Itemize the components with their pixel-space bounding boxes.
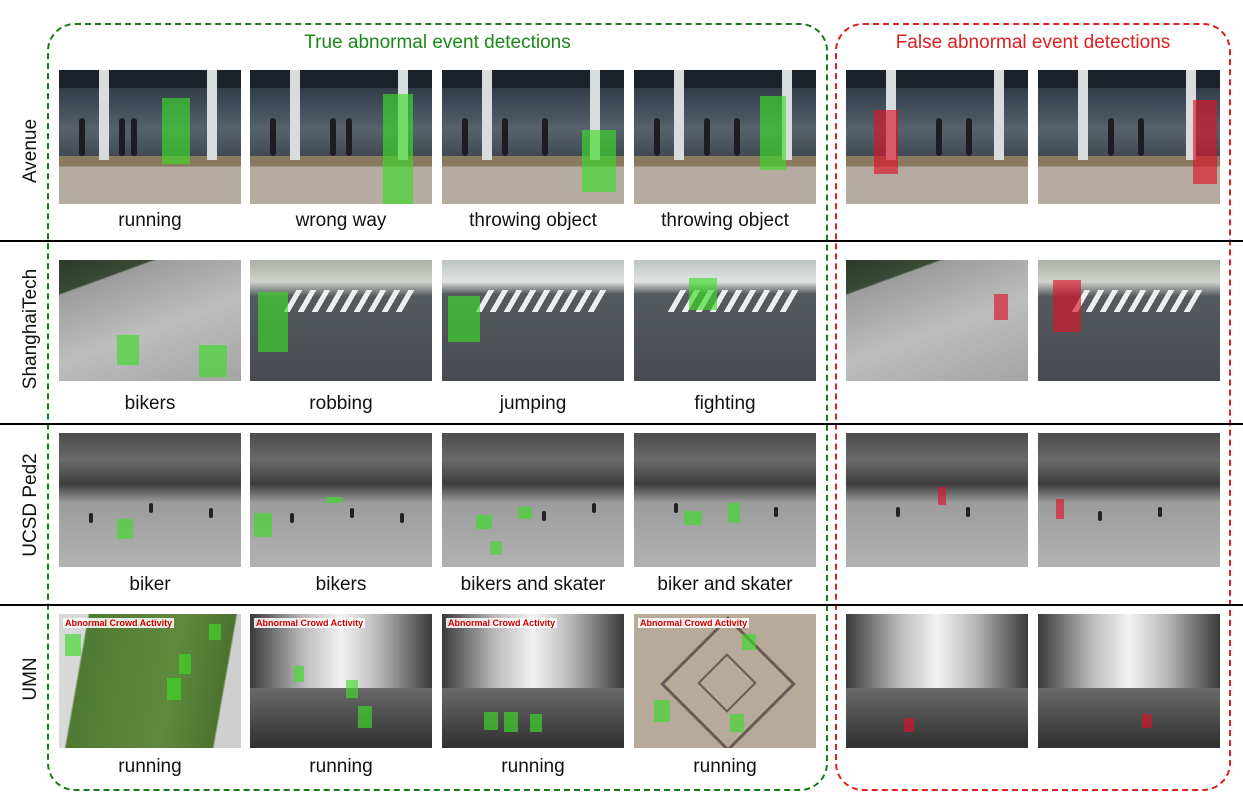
row-label-avenue: Avenue bbox=[20, 118, 41, 184]
ped2-frame-2 bbox=[250, 433, 432, 567]
caption: jumping bbox=[499, 393, 567, 414]
avenue-frame-4 bbox=[634, 70, 816, 204]
detection-box bbox=[162, 98, 190, 164]
shanghaitech-frame-2 bbox=[250, 260, 432, 381]
detection-box bbox=[994, 294, 1008, 320]
detection-box bbox=[742, 634, 756, 650]
umn-frame-2: Abnormal Crowd Activity bbox=[250, 614, 432, 748]
abnormal-crowd-activity-label: Abnormal Crowd Activity bbox=[638, 618, 750, 628]
abnormal-crowd-activity-label: Abnormal Crowd Activity bbox=[254, 618, 366, 628]
ped2-frame-3 bbox=[442, 433, 624, 567]
detection-box bbox=[484, 712, 498, 730]
detection-box bbox=[167, 678, 181, 700]
caption: robbing bbox=[309, 393, 373, 414]
detection-box bbox=[209, 624, 221, 640]
umn-frame-4: Abnormal Crowd Activity bbox=[634, 614, 816, 748]
caption: running bbox=[118, 210, 182, 231]
detection-box bbox=[684, 511, 702, 525]
detection-box bbox=[258, 292, 288, 352]
true-detections-header: True abnormal event detections bbox=[304, 32, 571, 53]
detection-box bbox=[530, 714, 542, 732]
caption: bikers bbox=[315, 574, 367, 595]
detection-box bbox=[199, 345, 227, 377]
true-detections-group bbox=[47, 23, 828, 791]
detection-box bbox=[117, 335, 139, 365]
row-label-shanghaitech: ShanghaiTech bbox=[20, 268, 41, 390]
detection-box bbox=[358, 706, 372, 728]
caption: bikers and skater bbox=[460, 574, 606, 595]
detection-box bbox=[730, 714, 744, 732]
detection-box bbox=[938, 487, 946, 505]
avenue-false-frame-2 bbox=[1038, 70, 1220, 204]
avenue-false-frame-1 bbox=[846, 70, 1028, 204]
detection-box bbox=[65, 634, 81, 656]
false-detections-header: False abnormal event detections bbox=[895, 32, 1171, 53]
detection-box bbox=[760, 96, 786, 170]
row-separator bbox=[0, 604, 1243, 606]
caption: biker and skater bbox=[657, 574, 793, 595]
umn-false-frame-1 bbox=[846, 614, 1028, 748]
ped2-false-frame-2 bbox=[1038, 433, 1220, 567]
abnormal-crowd-activity-label: Abnormal Crowd Activity bbox=[446, 618, 558, 628]
detection-box bbox=[117, 519, 133, 539]
umn-frame-3: Abnormal Crowd Activity bbox=[442, 614, 624, 748]
detection-box bbox=[518, 507, 532, 519]
detection-box bbox=[448, 296, 480, 342]
detection-box bbox=[1142, 714, 1152, 728]
caption: throwing object bbox=[661, 210, 789, 231]
detection-box bbox=[254, 513, 272, 537]
detection-box bbox=[904, 718, 914, 732]
avenue-frame-2 bbox=[250, 70, 432, 204]
shanghaitech-frame-1 bbox=[59, 260, 241, 381]
detection-box bbox=[654, 700, 670, 722]
detection-box bbox=[346, 680, 358, 698]
caption: biker bbox=[129, 574, 171, 595]
caption: throwing object bbox=[469, 210, 597, 231]
caption: bikers bbox=[124, 393, 176, 414]
caption: running bbox=[309, 756, 373, 777]
shanghaitech-false-frame-1 bbox=[846, 260, 1028, 381]
umn-frame-1: Abnormal Crowd Activity bbox=[59, 614, 241, 748]
row-label-ucsd-ped2: UCSD Ped2 bbox=[20, 453, 41, 557]
detection-box bbox=[179, 654, 191, 674]
ped2-frame-4 bbox=[634, 433, 816, 567]
row-label-umn: UMN bbox=[20, 657, 41, 701]
detection-box bbox=[294, 666, 304, 682]
ped2-frame-1 bbox=[59, 433, 241, 567]
detection-box bbox=[504, 712, 518, 732]
detection-box bbox=[1053, 280, 1081, 332]
ped2-false-frame-1 bbox=[846, 433, 1028, 567]
caption: running bbox=[118, 756, 182, 777]
row-separator bbox=[0, 423, 1243, 425]
avenue-frame-3 bbox=[442, 70, 624, 204]
caption: wrong way bbox=[295, 210, 387, 231]
caption: running bbox=[501, 756, 565, 777]
false-detections-group bbox=[835, 23, 1231, 791]
row-separator bbox=[0, 240, 1243, 242]
detection-box bbox=[874, 110, 898, 174]
avenue-frame-1 bbox=[59, 70, 241, 204]
abnormal-crowd-activity-label: Abnormal Crowd Activity bbox=[63, 618, 175, 628]
detection-box bbox=[689, 278, 717, 310]
caption: running bbox=[693, 756, 757, 777]
caption: fighting bbox=[694, 393, 756, 414]
shanghaitech-false-frame-2 bbox=[1038, 260, 1220, 381]
detection-box bbox=[383, 94, 413, 204]
shanghaitech-frame-4 bbox=[634, 260, 816, 381]
detection-box bbox=[326, 497, 342, 503]
shanghaitech-frame-3 bbox=[442, 260, 624, 381]
detection-box bbox=[1193, 100, 1217, 184]
umn-false-frame-2 bbox=[1038, 614, 1220, 748]
detection-box bbox=[490, 541, 502, 555]
detection-box bbox=[582, 130, 616, 192]
detection-box bbox=[476, 515, 492, 529]
detection-box bbox=[728, 503, 740, 523]
detection-box bbox=[1056, 499, 1064, 519]
